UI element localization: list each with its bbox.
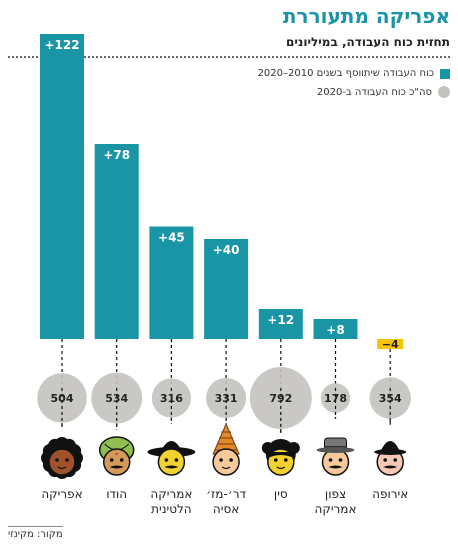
category-label-5-1: אמריקה bbox=[315, 502, 357, 516]
category-label-3-1: אסיה bbox=[213, 502, 239, 516]
latin-american-face-icon bbox=[147, 441, 196, 476]
bubble-label-5: 178 bbox=[324, 392, 347, 405]
north-american-face-icon bbox=[316, 437, 355, 476]
bubble-label-4: 792 bbox=[269, 392, 292, 405]
european-face-icon bbox=[374, 441, 407, 476]
bar-0 bbox=[40, 34, 84, 339]
title-divider bbox=[8, 56, 450, 58]
category-label-1-0: הודו bbox=[106, 487, 127, 501]
bar-5 bbox=[313, 319, 358, 339]
source-note: מקור: מקינזי bbox=[8, 526, 63, 540]
bubble-4 bbox=[249, 367, 312, 429]
bubble-2 bbox=[151, 378, 191, 418]
bar-label-5: +8 bbox=[326, 323, 344, 337]
chart-subtitle: תחזית כוח העבודה, במיליונים bbox=[286, 35, 450, 49]
bubble-label-0: 504 bbox=[51, 392, 74, 405]
legend-item-added-workforce: כוח העבודה שיתווסף בשנים 2010–2020 bbox=[258, 68, 450, 79]
category-label-5-0: צפון bbox=[325, 487, 346, 501]
chinese-face-icon bbox=[261, 439, 300, 476]
bar-label-4: +12 bbox=[267, 313, 294, 327]
bar-label-1: +78 bbox=[103, 148, 130, 162]
category-label-0-0: אפריקה bbox=[41, 487, 82, 501]
category-label-4-0: סין bbox=[274, 487, 288, 501]
category-label-2-0: אמריקה bbox=[150, 487, 192, 501]
southeast-asian-face-icon bbox=[212, 422, 240, 476]
bar-6 bbox=[377, 339, 404, 349]
bubble-3 bbox=[206, 377, 247, 419]
legend-label-total-workforce: סה"כ כוח העבודה ב-2020 bbox=[316, 86, 432, 98]
bubble-6 bbox=[369, 377, 411, 419]
category-label-2-1: הלטינית bbox=[151, 502, 192, 516]
bar-2 bbox=[149, 226, 194, 339]
bubble-label-2: 316 bbox=[160, 392, 183, 405]
bubble-label-6: 354 bbox=[379, 392, 402, 405]
legend-swatch-circle bbox=[438, 86, 450, 98]
legend-swatch-square bbox=[440, 68, 450, 79]
bubble-5 bbox=[320, 383, 351, 413]
bubble-0 bbox=[37, 373, 87, 423]
bar-label-6: −4 bbox=[382, 338, 399, 351]
chart-title: אפריקה מתעוררת bbox=[282, 4, 450, 28]
indian-face-icon bbox=[98, 436, 135, 476]
bar-label-3: +40 bbox=[213, 243, 240, 257]
legend-label-added-workforce: כוח העבודה שיתווסף בשנים 2010–2020 bbox=[257, 68, 434, 79]
bar-1 bbox=[94, 144, 139, 339]
legend-item-total-workforce: סה"כ כוח העבודה ב-2020 bbox=[317, 86, 450, 98]
bar-label-0: +122 bbox=[44, 38, 79, 52]
bubble-label-3: 331 bbox=[215, 392, 238, 405]
category-label-3-0: דר׳-מז׳ bbox=[206, 487, 246, 501]
bar-3 bbox=[204, 239, 249, 339]
category-label-6-0: אירופה bbox=[372, 487, 408, 501]
bubble-label-1: 534 bbox=[105, 392, 128, 405]
bar-4 bbox=[258, 309, 303, 339]
african-face-icon bbox=[41, 437, 83, 479]
bar-label-2: +45 bbox=[158, 231, 185, 245]
bubble-1 bbox=[91, 372, 143, 424]
